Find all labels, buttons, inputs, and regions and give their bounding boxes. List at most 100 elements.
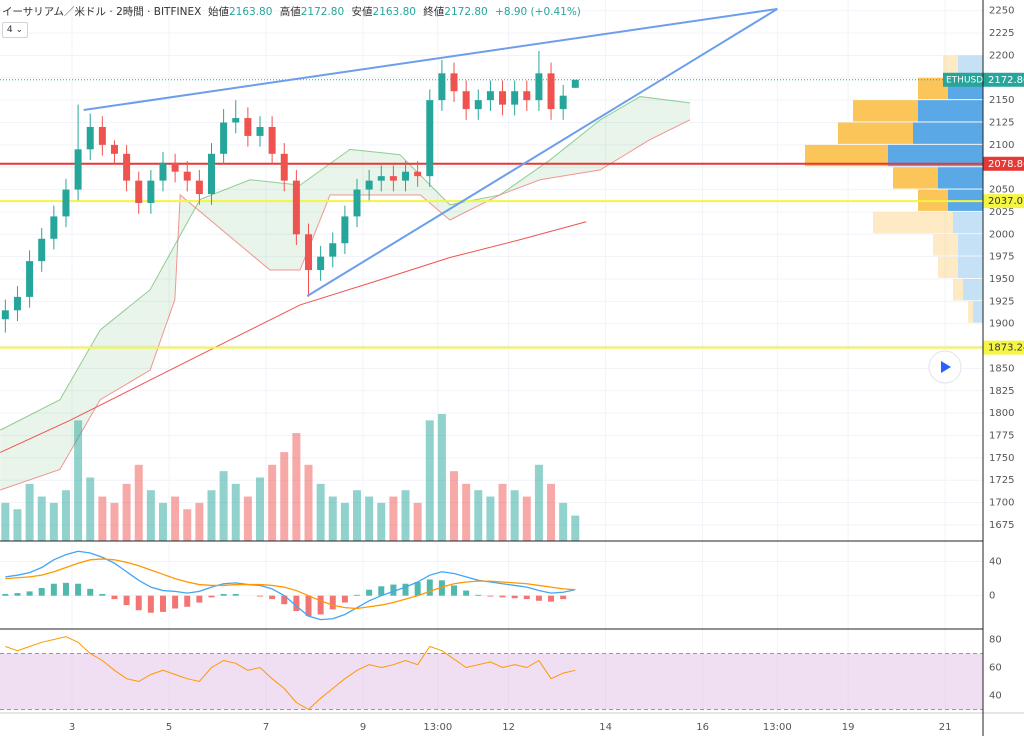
volume-bar bbox=[86, 477, 95, 541]
macd-histogram-bar bbox=[535, 595, 542, 601]
quote-label: 終値 bbox=[423, 6, 445, 18]
macd-histogram-bar bbox=[281, 595, 288, 605]
candle-body bbox=[414, 171, 422, 177]
candle-body bbox=[353, 189, 361, 217]
x-tick-label: 5 bbox=[166, 722, 172, 733]
macd-histogram-bar bbox=[523, 595, 530, 600]
macd-histogram-bar bbox=[463, 590, 470, 596]
signal-line bbox=[5, 558, 576, 610]
volume-bar bbox=[243, 496, 252, 541]
y-tick-label: 2100 bbox=[989, 140, 1014, 151]
profile-buy-bar bbox=[958, 256, 983, 278]
volume-bar bbox=[183, 509, 192, 541]
y-tick-label: 2200 bbox=[989, 50, 1014, 61]
quote-label: 安値 bbox=[351, 6, 373, 18]
candle-body bbox=[268, 126, 276, 154]
volume-bar bbox=[401, 490, 410, 541]
macd-histogram-bar bbox=[87, 588, 94, 596]
profile-sell-bar bbox=[953, 278, 963, 301]
macd-histogram-bar bbox=[269, 595, 276, 600]
volume-bar bbox=[498, 483, 507, 541]
rsi-tick-label: 40 bbox=[989, 691, 1002, 702]
volume-bar bbox=[74, 420, 83, 541]
volume-bar bbox=[534, 464, 543, 541]
quote-value: 2172.80 bbox=[444, 6, 488, 18]
macd-tick-label: 0 bbox=[989, 591, 995, 602]
volume-bar bbox=[158, 502, 167, 541]
volume-bar bbox=[134, 464, 143, 541]
candle-body bbox=[38, 238, 46, 262]
y-tick-label: 1750 bbox=[989, 453, 1014, 464]
profile-buy-bar bbox=[973, 301, 983, 323]
y-tick-label: 1900 bbox=[989, 319, 1014, 330]
indicator-count: 4 bbox=[6, 25, 13, 35]
x-tick-label: 3 bbox=[69, 722, 75, 733]
macd-histogram-bar bbox=[62, 582, 69, 596]
quote-value: 2163.80 bbox=[372, 6, 416, 18]
candle-body bbox=[26, 261, 34, 297]
y-tick-label: 1775 bbox=[989, 430, 1014, 441]
y-tick-label: 1975 bbox=[989, 252, 1014, 263]
candle-body bbox=[159, 162, 167, 181]
volume-bar bbox=[316, 483, 325, 541]
volume-bar bbox=[122, 483, 131, 541]
macd-histogram-bar bbox=[511, 595, 518, 599]
profile-sell-bar bbox=[933, 234, 958, 256]
cloud-span-b bbox=[0, 119, 691, 491]
profile-sell-bar bbox=[938, 256, 958, 278]
candle-body bbox=[438, 73, 446, 101]
macd-histogram-bar bbox=[172, 595, 179, 609]
volume-bar bbox=[474, 490, 483, 541]
macd-histogram-bar bbox=[560, 595, 567, 600]
level-label: 1873.24 bbox=[988, 343, 1024, 354]
macd-histogram-bar bbox=[366, 589, 373, 596]
indicator-toggle[interactable]: 4 ⌄ bbox=[2, 22, 28, 38]
candle-body bbox=[50, 216, 58, 239]
volume-bar bbox=[377, 502, 386, 541]
macd-histogram-bar bbox=[159, 595, 166, 612]
y-tick-label: 1850 bbox=[989, 363, 1014, 374]
candle-body bbox=[1, 310, 9, 320]
quote-value: 2163.80 bbox=[228, 6, 273, 18]
volume-bar bbox=[365, 496, 374, 541]
candle-body bbox=[547, 73, 555, 110]
volume-bar bbox=[1, 502, 10, 541]
y-tick-label: 1725 bbox=[989, 475, 1014, 486]
candle-body bbox=[426, 100, 434, 177]
volume-bar bbox=[171, 496, 180, 541]
candle-body bbox=[123, 153, 131, 181]
volume-bar bbox=[61, 490, 70, 541]
candle-body bbox=[280, 153, 288, 181]
y-tick-label: 2225 bbox=[989, 28, 1014, 39]
candle-body bbox=[341, 216, 349, 244]
candle-body bbox=[74, 149, 82, 190]
level-tag bbox=[983, 340, 1024, 355]
candle-body bbox=[292, 180, 300, 235]
macd-histogram-bar bbox=[317, 595, 324, 615]
macd-histogram-bar bbox=[184, 595, 191, 607]
scroll-to-realtime-button[interactable] bbox=[928, 350, 962, 384]
volume-bar bbox=[486, 496, 495, 541]
volume-bar bbox=[231, 483, 240, 541]
symbol-label: ETHUSD bbox=[946, 75, 983, 85]
profile-buy-bar bbox=[958, 234, 983, 256]
profile-sell-bar bbox=[918, 77, 948, 100]
macd-histogram-bar bbox=[390, 584, 397, 596]
macd-histogram-bar bbox=[548, 595, 555, 602]
volume-bar bbox=[146, 490, 155, 541]
y-tick-label: 1825 bbox=[989, 386, 1014, 397]
y-tick-label: 1925 bbox=[989, 296, 1014, 307]
moving-average bbox=[0, 221, 587, 453]
candle-body bbox=[86, 126, 94, 150]
macd-histogram-bar bbox=[196, 595, 203, 603]
x-tick-label: 12 bbox=[502, 722, 515, 733]
quote-value: 2172.80 bbox=[300, 6, 345, 18]
level-tag bbox=[983, 156, 1024, 171]
macd-histogram-bar bbox=[147, 595, 154, 613]
candle-body bbox=[571, 79, 579, 88]
candle-body bbox=[474, 100, 482, 110]
volume-bar bbox=[462, 483, 471, 541]
volume-bar bbox=[25, 483, 34, 541]
profile-buy-bar bbox=[953, 211, 983, 234]
